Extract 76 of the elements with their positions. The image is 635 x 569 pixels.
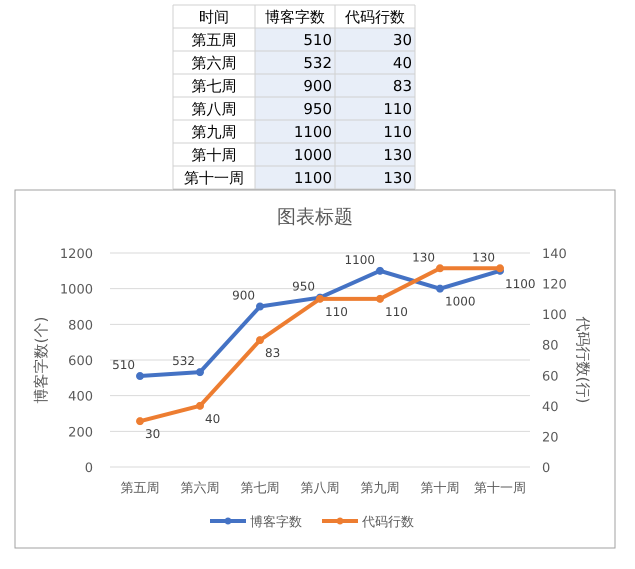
data-label: 532 [303,54,332,72]
y2-tick-label: 60 [542,369,559,384]
y2-tick-label: 80 [542,338,559,354]
y-tick-label: 0 [84,461,93,476]
data-label: 130 [472,250,495,264]
data-label: 1000 [294,146,332,164]
category-label: 第九周 [192,123,236,141]
x-tick-label: 第十周 [420,481,460,496]
data-label: 510 [112,358,135,372]
x-tick-label: 第七周 [240,481,280,496]
point [436,264,444,272]
data-label: 130 [383,169,412,187]
point [136,417,144,426]
data-label: 83 [265,346,280,360]
text: 代码行数 [344,8,405,26]
y2-tick-label: 20 [542,430,559,446]
x-tick-label: 第八周 [300,481,340,496]
y2-tick-label: 0 [542,461,550,476]
y-tick-label: 1000 [60,282,93,298]
x-tick-label: 第九周 [360,481,400,496]
y2-axis-title: 代码行数(行) [574,316,592,404]
chart-title: 图表标题 [277,206,353,228]
data-label: 30 [145,427,160,442]
data-label: 1100 [344,252,375,267]
y-tick-label: 800 [68,318,93,334]
y-tick-label: 400 [68,390,93,405]
data-label: 83 [392,77,412,95]
y2-tick-label: 40 [542,400,559,415]
legend-label: 博客字数 [250,514,302,530]
data-label: 110 [383,123,412,141]
data-label: 900 [303,77,332,95]
data-label: 950 [303,100,332,118]
data-label: 510 [303,31,332,49]
y2-tick-label: 100 [542,308,567,324]
data-label: 1100 [294,169,332,187]
series-label: 博客字数 [265,8,325,26]
data-label: 532 [172,354,195,368]
category-label: 第八周 [192,100,236,118]
data-label: 1100 [294,123,332,141]
point [256,302,264,310]
point [196,368,204,376]
x-tick-label: 第六周 [180,481,220,496]
point [136,372,144,380]
point [436,284,444,293]
category-label: 第十一周 [184,169,244,187]
data-label: 40 [205,412,220,426]
x-tick-label: 第五周 [120,481,160,496]
y-tick-label: 600 [68,354,93,369]
data-label: 30 [392,31,412,49]
y2-tick-label: 120 [542,278,567,293]
legend-label: 代码行数 [361,515,414,530]
y-tick-label: 200 [68,425,93,440]
category-label: 第七周 [192,77,236,95]
point [496,264,504,272]
point [376,266,384,275]
point [196,402,204,410]
y-tick-label: 1200 [60,247,93,262]
category-label: 第六周 [192,54,236,72]
data-label: 40 [392,54,412,72]
data-label: 110 [385,304,408,319]
data-label: 1000 [445,294,476,309]
data-label: 130 [412,250,435,264]
data-label: 130 [383,146,412,164]
data-label: 110 [325,304,348,319]
data-label: 110 [383,100,412,118]
point [376,294,384,303]
data-label: 900 [232,288,255,302]
y2-tick-label: 140 [542,247,567,262]
data-label: 1100 [505,276,536,291]
x-tick-label: 第十一周 [474,481,526,496]
category-label: 第五周 [192,31,236,49]
point [256,336,264,344]
y-axis-title: 博客字数(个) [32,316,50,404]
data-label: 950 [292,280,315,294]
text: 时间 [199,8,229,26]
category-label: 第十周 [192,146,236,164]
